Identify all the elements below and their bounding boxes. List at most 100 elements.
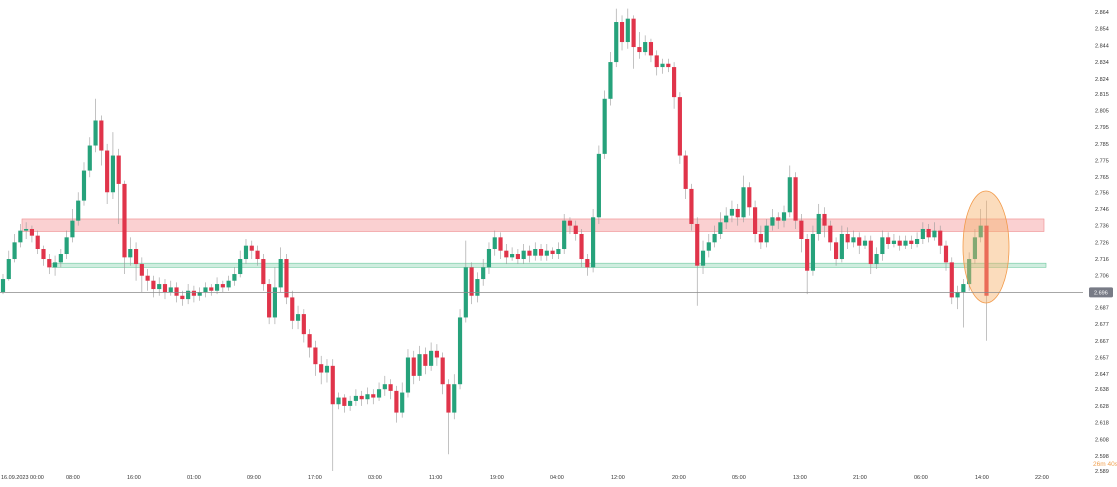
price-tick-label: 2.864 [1095, 10, 1109, 16]
candle-body [805, 238, 810, 271]
candle-body [376, 389, 382, 398]
candle-body [411, 357, 416, 376]
candle-body [631, 18, 636, 48]
candle-body [209, 287, 214, 291]
candle-body [816, 213, 821, 234]
candle-body [533, 249, 538, 256]
candle-body [319, 364, 324, 373]
price-tick-label: 2.844 [1095, 43, 1109, 49]
candle-body [672, 67, 677, 98]
candle-body [203, 287, 208, 293]
candle-body [903, 240, 908, 246]
candle-body [475, 279, 480, 296]
candle-body [469, 267, 474, 296]
candle-body [735, 208, 740, 218]
candle-body [949, 262, 954, 298]
time-tick-label: 13:00 [793, 475, 807, 481]
candle-body [521, 250, 526, 260]
candle-body [666, 63, 671, 68]
time-tick-label: 16.09.2023 00:00 [1, 475, 44, 481]
candle-body [133, 249, 139, 265]
candle-body [810, 233, 816, 271]
time-tick-label: 22:00 [1035, 475, 1049, 481]
candle-body [93, 120, 98, 146]
candle-body [753, 207, 758, 234]
candle-body [596, 153, 601, 218]
candle-body [29, 228, 35, 236]
candle-body [793, 177, 798, 221]
candle-body [145, 275, 150, 281]
time-axis[interactable]: 16.09.2023 00:00 08:00 16:00 01:00 09:00 17:0… [1, 475, 1049, 481]
candle-body [267, 284, 272, 318]
price-axis[interactable]: 2.864 2.854 2.844 2.834 2.824 2.815 2.805 2.795… [1089, 10, 1117, 475]
candle-body [214, 284, 220, 291]
candle-body [683, 155, 688, 189]
price-tick-label: 2.854 [1095, 27, 1109, 33]
candle-body [41, 249, 46, 260]
candle-body [712, 233, 717, 243]
candle-body [405, 357, 411, 393]
time-tick-label: 11:00 [429, 475, 442, 481]
candle-body [724, 215, 729, 223]
candle-body [0, 279, 6, 293]
candle-body [162, 284, 168, 293]
candle-body [828, 225, 833, 243]
candle-body [799, 220, 804, 239]
candle-body [787, 177, 792, 213]
candle-body [967, 259, 972, 285]
price-tick-label: 2.589 [1095, 469, 1109, 475]
candle-body [781, 212, 787, 221]
candle-body [47, 259, 52, 268]
candle-body [544, 250, 549, 256]
candle-body [180, 295, 185, 300]
candle-body [839, 233, 844, 260]
candle-body [677, 97, 682, 156]
candle-body [278, 259, 283, 288]
candle-body [868, 240, 873, 265]
candle-body [24, 228, 29, 231]
price-tick-label: 2.834 [1095, 60, 1109, 66]
candle-body [371, 394, 376, 398]
price-tick-label: 2.765 [1095, 175, 1109, 181]
candle-body [874, 254, 879, 265]
candle-body [116, 155, 121, 184]
candle-body [770, 217, 775, 226]
time-tick-label: 06:00 [914, 475, 928, 481]
current-price-tag [1089, 287, 1113, 298]
price-tick-label: 2.657 [1095, 356, 1109, 362]
candle-body [660, 63, 665, 68]
candle-body [324, 365, 330, 373]
candle-body [486, 249, 492, 268]
candle-body [515, 254, 520, 260]
price-tick-label: 2.667 [1095, 339, 1109, 345]
candle-body [833, 242, 839, 260]
candle-body [35, 235, 40, 250]
candle-body [139, 264, 144, 276]
candle-body [272, 287, 277, 318]
time-tick-label: 14:00 [975, 475, 989, 481]
candle-body [695, 223, 700, 266]
time-tick-label: 05:00 [732, 475, 746, 481]
candle-body [168, 287, 173, 293]
candle-body [886, 237, 891, 245]
candle-body [342, 397, 347, 406]
candle-body [243, 245, 249, 260]
candle-body [330, 365, 335, 405]
time-tick-label: 21:00 [853, 475, 867, 481]
candle-body [498, 237, 503, 251]
candle-body [938, 230, 943, 246]
candle-body [932, 230, 937, 238]
candle-body [972, 237, 978, 260]
candle-body [492, 237, 497, 250]
candle-body [504, 250, 509, 258]
candle-body [440, 357, 445, 385]
price-tick-label: 2.775 [1095, 159, 1109, 165]
candle-body [729, 208, 735, 216]
price-tick-label: 2.647 [1095, 372, 1109, 378]
candle-body [348, 400, 353, 406]
candle-body [457, 317, 463, 385]
candle-body [307, 334, 312, 348]
candle-body [747, 187, 752, 208]
candle-body [481, 267, 486, 280]
